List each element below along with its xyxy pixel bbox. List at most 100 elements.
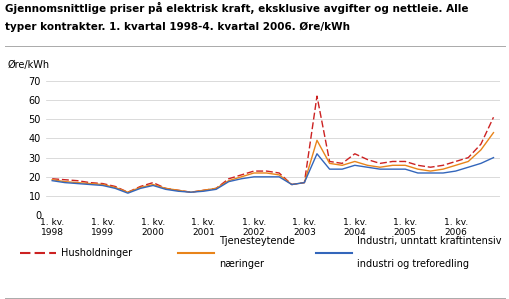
Industri, unntatt kraftintensiv
industri og treforedling [376,167,382,171]
Husholdninger [427,165,433,169]
Husholdninger [402,160,408,163]
Industri, unntatt kraftintensiv
industri og treforedling [451,169,458,173]
Industri, unntatt kraftintensiv
industri og treforedling [338,167,345,171]
Industri, unntatt kraftintensiv
industri og treforedling [402,167,408,171]
Tjenesteytende
næringer [112,186,118,189]
Industri, unntatt kraftintensiv
industri og treforedling [74,182,80,185]
Husholdninger [326,160,332,163]
Tjenesteytende
næringer [125,190,131,194]
Industri, unntatt kraftintensiv
industri og treforedling [49,179,55,182]
Tjenesteytende
næringer [389,164,395,167]
Tjenesteytende
næringer [288,183,294,186]
Industri, unntatt kraftintensiv
industri og treforedling [187,190,193,194]
Husholdninger [137,185,143,188]
Industri, unntatt kraftintensiv
industri og treforedling [112,187,118,190]
Husholdninger [162,187,168,190]
Industri, unntatt kraftintensiv
industri og treforedling [162,187,168,191]
Tjenesteytende
næringer [275,173,281,177]
Industri, unntatt kraftintensiv
industri og treforedling [62,181,68,184]
Tjenesteytende
næringer [427,169,433,173]
Tjenesteytende
næringer [477,148,483,152]
Industri, unntatt kraftintensiv
industri og treforedling [263,175,269,179]
Tjenesteytende
næringer [150,183,156,186]
Industri, unntatt kraftintensiv
industri og treforedling [200,190,206,193]
Text: Gjennomsnittlige priser på elektrisk kraft, eksklusive avgifter og nettleie. All: Gjennomsnittlige priser på elektrisk kra… [5,1,468,13]
Tjenesteytende
næringer [74,181,80,184]
Tjenesteytende
næringer [225,179,231,182]
Industri, unntatt kraftintensiv
industri og treforedling [99,184,105,187]
Tjenesteytende
næringer [314,138,320,142]
Industri, unntatt kraftintensiv
industri og treforedling [238,177,244,181]
Tjenesteytende
næringer [376,165,382,169]
Husholdninger [477,142,483,146]
Industri, unntatt kraftintensiv
industri og treforedling [288,183,294,186]
Husholdninger [87,181,93,184]
Industri, unntatt kraftintensiv
industri og treforedling [213,187,219,191]
Husholdninger [62,178,68,181]
Husholdninger [74,179,80,182]
Husholdninger [125,190,131,194]
Text: Tjenesteytende: Tjenesteytende [219,236,295,246]
Text: Øre/kWh: Øre/kWh [7,60,49,70]
Husholdninger [376,161,382,165]
Line: Husholdninger: Husholdninger [52,96,493,192]
Tjenesteytende
næringer [439,167,445,171]
Husholdninger [301,181,307,184]
Husholdninger [175,188,181,192]
Husholdninger [213,187,219,190]
Industri, unntatt kraftintensiv
industri og treforedling [490,156,496,159]
Husholdninger [314,94,320,98]
Tjenesteytende
næringer [62,180,68,183]
Line: Tjenesteytende
næringer: Tjenesteytende næringer [52,133,493,192]
Tjenesteytende
næringer [200,188,206,192]
Line: Industri, unntatt kraftintensiv
industri og treforedling: Industri, unntatt kraftintensiv industri… [52,154,493,193]
Industri, unntatt kraftintensiv
industri og treforedling [326,167,332,171]
Tjenesteytende
næringer [162,187,168,190]
Tjenesteytende
næringer [414,167,420,171]
Husholdninger [250,169,257,173]
Text: Industri, unntatt kraftintensiv: Industri, unntatt kraftintensiv [356,236,500,246]
Industri, unntatt kraftintensiv
industri og treforedling [125,191,131,195]
Industri, unntatt kraftintensiv
industri og treforedling [414,171,420,175]
Husholdninger [490,115,496,119]
Industri, unntatt kraftintensiv
industri og treforedling [477,161,483,165]
Tjenesteytende
næringer [213,187,219,190]
Industri, unntatt kraftintensiv
industri og treforedling [137,187,143,190]
Tjenesteytende
næringer [250,171,257,175]
Tjenesteytende
næringer [326,161,332,165]
Industri, unntatt kraftintensiv
industri og treforedling [225,180,231,183]
Industri, unntatt kraftintensiv
industri og treforedling [175,190,181,193]
Tjenesteytende
næringer [187,190,193,194]
Tjenesteytende
næringer [351,160,357,163]
Tjenesteytende
næringer [49,178,55,181]
Text: næringer: næringer [219,259,264,269]
Tjenesteytende
næringer [301,181,307,184]
Tjenesteytende
næringer [175,188,181,192]
Husholdninger [150,181,156,184]
Industri, unntatt kraftintensiv
industri og treforedling [439,171,445,175]
Husholdninger [439,164,445,167]
Husholdninger [351,152,357,155]
Industri, unntatt kraftintensiv
industri og treforedling [250,175,257,179]
Tjenesteytende
næringer [263,171,269,175]
Husholdninger [451,160,458,163]
Husholdninger [275,171,281,175]
Industri, unntatt kraftintensiv
industri og treforedling [275,175,281,179]
Husholdninger [363,158,370,161]
Husholdninger [225,177,231,181]
Husholdninger [389,160,395,163]
Tjenesteytende
næringer [238,175,244,179]
Husholdninger [338,161,345,165]
Tjenesteytende
næringer [99,183,105,186]
Tjenesteytende
næringer [464,160,470,163]
Industri, unntatt kraftintensiv
industri og treforedling [464,165,470,169]
Industri, unntatt kraftintensiv
industri og treforedling [363,165,370,169]
Husholdninger [187,190,193,194]
Husholdninger [238,173,244,177]
Text: industri og treforedling: industri og treforedling [356,259,468,269]
Industri, unntatt kraftintensiv
industri og treforedling [150,184,156,187]
Text: Husholdninger: Husholdninger [61,248,132,258]
Industri, unntatt kraftintensiv
industri og treforedling [87,183,93,186]
Tjenesteytende
næringer [338,164,345,167]
Tjenesteytende
næringer [87,182,93,185]
